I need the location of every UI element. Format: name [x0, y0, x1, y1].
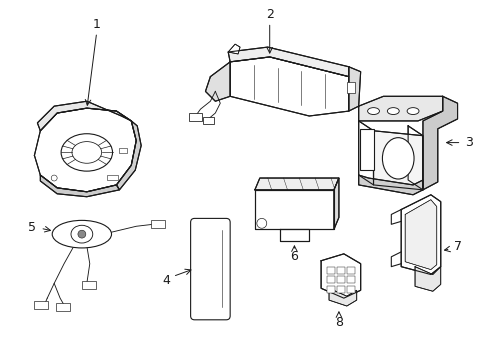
Bar: [119, 148, 127, 153]
Bar: [203, 117, 214, 124]
Bar: [151, 220, 164, 228]
Ellipse shape: [71, 225, 93, 243]
Bar: [359, 129, 373, 170]
Polygon shape: [254, 178, 338, 190]
FancyBboxPatch shape: [190, 219, 230, 320]
Text: 2: 2: [265, 8, 273, 21]
Text: 6: 6: [290, 250, 298, 263]
Bar: [336, 267, 344, 274]
Polygon shape: [254, 190, 333, 229]
Bar: [326, 267, 334, 274]
Ellipse shape: [367, 108, 379, 114]
Polygon shape: [400, 195, 440, 275]
Polygon shape: [358, 175, 422, 195]
Polygon shape: [422, 96, 457, 190]
Bar: [106, 175, 118, 180]
Circle shape: [51, 175, 57, 181]
Polygon shape: [373, 131, 422, 190]
Polygon shape: [228, 44, 240, 54]
Text: 7: 7: [453, 240, 461, 253]
Polygon shape: [37, 101, 131, 131]
Ellipse shape: [386, 108, 398, 114]
Bar: [34, 301, 48, 309]
Text: 5: 5: [28, 221, 37, 234]
Bar: [336, 276, 344, 283]
Polygon shape: [348, 67, 360, 111]
Polygon shape: [328, 288, 356, 306]
Ellipse shape: [52, 220, 111, 248]
Text: 8: 8: [334, 316, 342, 329]
Polygon shape: [333, 178, 338, 229]
Circle shape: [78, 230, 86, 238]
Bar: [56, 303, 70, 311]
Ellipse shape: [407, 108, 418, 114]
Ellipse shape: [72, 141, 102, 163]
Bar: [81, 282, 96, 289]
Polygon shape: [405, 200, 436, 270]
Polygon shape: [230, 57, 348, 116]
Ellipse shape: [61, 134, 112, 171]
Polygon shape: [116, 121, 141, 190]
Bar: [188, 113, 202, 121]
Polygon shape: [414, 267, 440, 291]
Polygon shape: [321, 254, 360, 298]
Polygon shape: [279, 229, 308, 241]
Bar: [326, 276, 334, 283]
Text: 4: 4: [162, 274, 169, 287]
Polygon shape: [358, 121, 373, 185]
Bar: [346, 82, 354, 93]
Bar: [346, 276, 354, 283]
Polygon shape: [358, 96, 442, 121]
Bar: [336, 286, 344, 293]
Text: 1: 1: [93, 18, 101, 31]
Polygon shape: [407, 126, 422, 190]
Text: 3: 3: [465, 136, 472, 149]
Polygon shape: [41, 175, 119, 197]
Bar: [346, 286, 354, 293]
Polygon shape: [205, 62, 230, 101]
Bar: [346, 267, 354, 274]
Ellipse shape: [382, 138, 413, 179]
Circle shape: [256, 219, 266, 228]
Polygon shape: [228, 47, 348, 77]
Bar: [326, 286, 334, 293]
Polygon shape: [34, 108, 136, 192]
